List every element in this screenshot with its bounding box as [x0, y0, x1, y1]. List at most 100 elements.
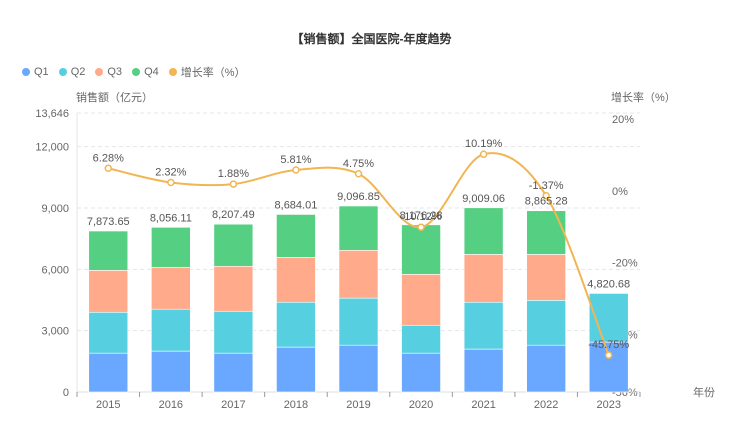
bar-segment-q3	[338, 250, 379, 299]
growth-rate-label: 6.28%	[93, 152, 124, 164]
bar-segment-q1	[213, 352, 254, 393]
y-tick-label: 12,000	[35, 142, 69, 154]
y2-tick-label: -20%	[612, 258, 638, 270]
x-tick-label: 2016	[159, 399, 183, 411]
y-axis-left-title: 销售额（亿元）	[76, 92, 153, 104]
bar-segment-q3	[88, 270, 129, 313]
x-axis-title: 年份	[693, 385, 715, 399]
bar-segment-q1	[526, 344, 566, 393]
growth-rate-label: 10.19%	[465, 138, 503, 150]
bar-segment-q2	[338, 297, 379, 346]
y2-tick-label: 20%	[612, 114, 634, 126]
bar-segment-q2	[151, 308, 191, 352]
growth-rate-point	[542, 192, 550, 200]
legend-label-q3: Q3	[107, 66, 123, 78]
total-label: 8,056.11	[150, 212, 192, 224]
growth-rate-label: 1.88%	[218, 168, 249, 180]
x-tick-label: 2018	[284, 399, 308, 411]
bar-segment-q4	[88, 230, 129, 271]
total-label: 8,176.28	[400, 210, 443, 222]
bar-segment-q4	[151, 226, 191, 268]
bar-segment-q4	[401, 224, 441, 275]
growth-rate-label: -1.37%	[529, 180, 564, 192]
bar-segment-q1	[588, 341, 629, 393]
growth-rate-point	[417, 223, 425, 231]
legend-item-q4[interactable]: Q4	[132, 66, 159, 78]
growth-rate-label: -10.12%	[401, 211, 442, 223]
growth-rate-point	[479, 150, 488, 158]
legend-marker-q4	[132, 68, 141, 76]
bar-segment-q3	[276, 257, 316, 303]
legend-marker-growth-rate	[168, 68, 177, 76]
line-layer	[104, 150, 613, 359]
legend-marker-q3	[95, 68, 104, 76]
y-tick-label: 3,000	[41, 326, 69, 338]
bar-segment-q4	[276, 214, 316, 258]
bar-segment-q2	[88, 311, 129, 354]
bar-segment-q1	[338, 344, 379, 393]
total-label: 7,873.65	[87, 216, 130, 228]
x-tick-label: 2022	[534, 399, 558, 411]
growth-rate-label: -45.75%	[588, 339, 629, 351]
total-label: 9,009.06	[462, 193, 505, 205]
legend-marker-q2	[58, 68, 67, 76]
total-label: 4,820.68	[587, 278, 630, 290]
bar-segment-q3	[526, 254, 566, 301]
growth-rate-label: 4.75%	[343, 158, 374, 170]
bar-segment-q4	[463, 207, 504, 255]
bar-segment-q1	[88, 352, 129, 393]
legend-marker-q1	[22, 68, 30, 76]
legend-item-q2[interactable]: Q2	[58, 66, 86, 78]
growth-rate-label: 5.81%	[280, 154, 311, 166]
bar-segment-q2	[463, 301, 504, 350]
chart-title: 【销售额】全国医院-年度趋势	[291, 32, 452, 46]
legend: Q1 Q2 Q3 Q4 增长率（%）	[22, 64, 246, 80]
legend-item-growth-rate[interactable]: 增长率（%）	[168, 64, 246, 80]
x-tick-label: 2021	[471, 399, 495, 411]
bar-segment-q1	[463, 348, 504, 393]
legend-label-q1: Q1	[34, 66, 49, 78]
bar-segment-q1	[151, 350, 191, 393]
bar-segment-q1	[276, 346, 316, 393]
y-axis-right-title: 增长率（%）	[611, 92, 676, 104]
x-tick-label: 2015	[96, 399, 120, 411]
label-layer: 7,873.65 8,056.11 8,207.49 8,684.01 9,096.85…	[87, 138, 630, 351]
bar-segment-q2	[401, 324, 441, 354]
total-label: 8,865.28	[525, 196, 568, 208]
legend-label-growth-rate: 增长率（%）	[180, 67, 246, 79]
growth-rate-label: 2.32%	[155, 167, 186, 179]
bar-segment-q3	[463, 254, 504, 303]
bar-segment-q4	[338, 205, 379, 251]
legend-label-q2: Q2	[70, 66, 86, 78]
bar-segment-q4	[526, 210, 566, 255]
growth-rate-point	[167, 178, 175, 187]
growth-rate-point	[292, 166, 300, 174]
growth-rate-point	[354, 170, 363, 178]
bar-segment-q3	[151, 266, 191, 310]
x-tick-label: 2020	[409, 399, 433, 411]
bar-segment-q3	[213, 265, 254, 312]
y-tick-label: 6,000	[41, 264, 69, 276]
legend-item-q1[interactable]: Q1	[22, 66, 49, 78]
legend-item-q3[interactable]: Q3	[95, 66, 122, 78]
bar-segment-q1	[401, 352, 441, 393]
y2-tick-label: 0%	[612, 186, 628, 198]
bar-segment-q3	[401, 274, 441, 326]
growth-rate-point	[604, 351, 613, 359]
total-label: 8,684.01	[275, 199, 318, 211]
x-tick-label: 2019	[346, 399, 370, 411]
x-tick-label: 2023	[596, 399, 620, 411]
y-tick-label: 0	[63, 387, 69, 399]
growth-rate-point	[229, 180, 238, 188]
total-label: 8,207.49	[212, 209, 255, 221]
bar-segment-q2	[526, 300, 566, 346]
legend-label-q4: Q4	[144, 66, 159, 78]
y-tick-label: 9,000	[41, 203, 69, 215]
bar-layer	[88, 205, 629, 393]
bar-segment-q2	[213, 310, 254, 354]
y-tick-label: 13,646	[35, 108, 69, 120]
bar-segment-q2	[276, 301, 316, 348]
total-label: 9,096.85	[337, 191, 380, 203]
x-tick-label: 2017	[221, 399, 245, 411]
